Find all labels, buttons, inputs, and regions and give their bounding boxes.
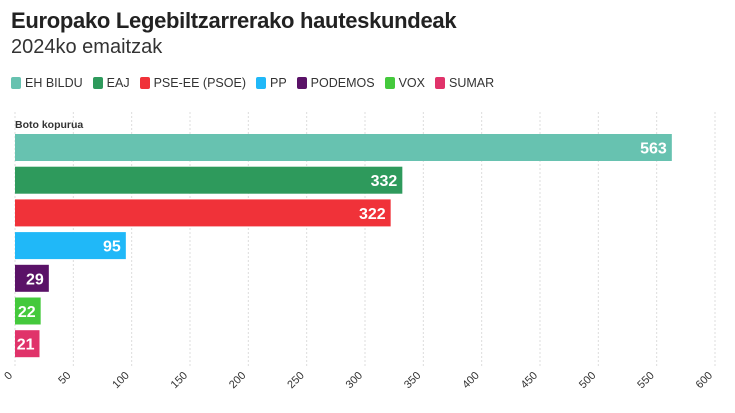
legend-swatch (296, 77, 307, 89)
x-tick-label: 500 (577, 370, 598, 391)
bar (15, 199, 391, 227)
legend-item: EAJ (92, 76, 130, 90)
legend-swatch (434, 77, 445, 89)
bar-value-label: 29 (26, 271, 44, 288)
legend-item: EH BILDU (11, 76, 83, 90)
legend-label: EAJ (106, 76, 130, 90)
x-tick-label: 200 (227, 370, 248, 391)
legend-item: PODEMOS (296, 76, 375, 90)
legend-label: PSE-EE (PSOE) (153, 76, 246, 90)
x-tick-label: 600 (694, 370, 715, 391)
bar (15, 166, 403, 194)
bar-value-label: 332 (371, 173, 398, 190)
bar (15, 297, 41, 325)
x-tick-label: 100 (110, 370, 131, 391)
x-tick-label: 150 (169, 370, 190, 391)
x-tick-label: 250 (285, 370, 306, 391)
x-tick-label: 50 (56, 370, 73, 387)
chart-subtitle: 2024ko emaitzak (11, 36, 163, 58)
bar (15, 232, 126, 260)
legend-item: VOX (384, 76, 425, 90)
x-tick-label: 350 (402, 370, 423, 391)
bar-value-label: 95 (103, 239, 121, 256)
legend-swatch (255, 77, 266, 89)
legend-label: EH BILDU (25, 76, 83, 90)
legend-label: SUMAR (448, 76, 495, 90)
x-tick-label: 300 (344, 370, 365, 391)
axis-label: Boto kopurua (15, 119, 83, 131)
legend-swatch (92, 77, 103, 89)
bar (15, 134, 672, 161)
chart-title: Europako Legebiltzarrerako hauteskundeak (11, 8, 457, 33)
bar (15, 264, 49, 292)
legend: EH BILDU EAJ PSE-EE (PSOE) PP PODEMOS VOX SUMA… (11, 76, 494, 90)
legend-label: PP (269, 76, 287, 90)
legend-item: PP (255, 76, 287, 90)
x-tick-label: 550 (635, 370, 656, 391)
legend-label: PODEMOS (310, 76, 375, 90)
x-tick-label: 0 (2, 370, 15, 383)
legend-item: PSE-EE (PSOE) (139, 76, 246, 90)
legend-swatch (139, 77, 150, 89)
bar (15, 330, 40, 358)
legend-swatch (384, 77, 395, 89)
legend-swatch (11, 77, 21, 89)
x-tick-label: 450 (519, 370, 540, 391)
bar-value-label: 22 (18, 304, 36, 321)
bar-value-label: 563 (640, 141, 667, 158)
x-tick-label: 400 (460, 370, 481, 391)
bar-value-label: 322 (359, 206, 386, 223)
legend-item: SUMAR (434, 76, 495, 90)
legend-label: VOX (398, 76, 425, 90)
bar-value-label: 21 (17, 337, 35, 354)
